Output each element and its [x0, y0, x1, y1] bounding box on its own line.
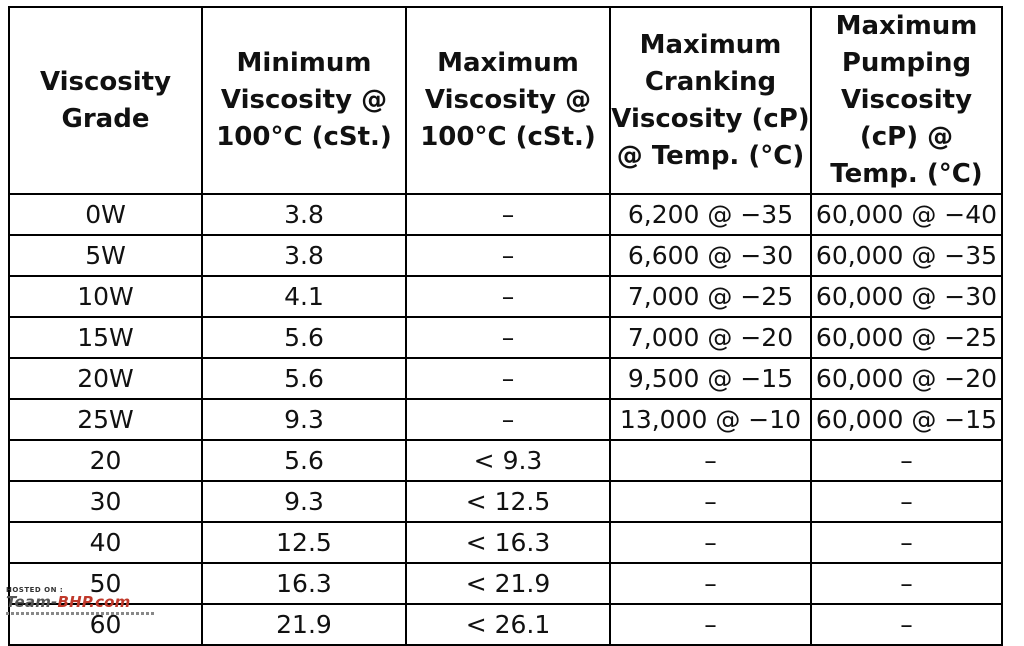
header-max-cranking-viscosity: Maximum Cranking Viscosity (cP) @ Temp. …	[609, 6, 812, 195]
cell-min-viscosity: 3.8	[201, 193, 407, 236]
cell-cranking: 7,000 @ −20	[609, 316, 812, 359]
table-row: 5W 3.8 – 6,600 @ −30 60,000 @ −35	[8, 234, 1003, 277]
cell-cranking: 6,200 @ −35	[609, 193, 812, 236]
cell-pumping: 60,000 @ −25	[810, 316, 1003, 359]
watermark-tagline-mark	[6, 612, 156, 615]
cell-pumping: –	[810, 603, 1003, 646]
table-row: 30 9.3 < 12.5 – –	[8, 480, 1003, 523]
cell-grade: 25W	[8, 398, 203, 441]
cell-grade: 40	[8, 521, 203, 564]
cell-grade: 15W	[8, 316, 203, 359]
cell-grade: 10W	[8, 275, 203, 318]
cell-min-viscosity: 3.8	[201, 234, 407, 277]
watermark-brand-prefix: Team-	[6, 593, 58, 611]
cell-min-viscosity: 9.3	[201, 398, 407, 441]
cell-min-viscosity: 12.5	[201, 521, 407, 564]
table-row: 20 5.6 < 9.3 – –	[8, 439, 1003, 482]
cell-max-viscosity: –	[405, 234, 611, 277]
cell-cranking: –	[609, 521, 812, 564]
cell-max-viscosity: –	[405, 316, 611, 359]
cell-cranking: 9,500 @ −15	[609, 357, 812, 400]
cell-max-viscosity: < 12.5	[405, 480, 611, 523]
cell-cranking: –	[609, 439, 812, 482]
table-row: 10W 4.1 – 7,000 @ −25 60,000 @ −30	[8, 275, 1003, 318]
cell-pumping: –	[810, 521, 1003, 564]
cell-cranking: 13,000 @ −10	[609, 398, 812, 441]
cell-pumping: 60,000 @ −15	[810, 398, 1003, 441]
cell-pumping: 60,000 @ −30	[810, 275, 1003, 318]
watermark-hosted-label: HOSTED ON :	[6, 586, 64, 594]
cell-cranking: –	[609, 562, 812, 605]
table-row: 40 12.5 < 16.3 – –	[8, 521, 1003, 564]
cell-min-viscosity: 9.3	[201, 480, 407, 523]
cell-pumping: –	[810, 562, 1003, 605]
cell-pumping: –	[810, 439, 1003, 482]
cell-min-viscosity: 5.6	[201, 357, 407, 400]
header-min-viscosity: Minimum Viscosity @ 100°C (cSt.)	[201, 6, 407, 195]
cell-max-viscosity: < 21.9	[405, 562, 611, 605]
cell-grade: 50	[8, 562, 203, 605]
cell-min-viscosity: 5.6	[201, 316, 407, 359]
cell-grade: 5W	[8, 234, 203, 277]
cell-max-viscosity: < 26.1	[405, 603, 611, 646]
table-row: 50 16.3 < 21.9 – –	[8, 562, 1003, 605]
cell-grade: 20W	[8, 357, 203, 400]
cell-min-viscosity: 5.6	[201, 439, 407, 482]
watermark-brand-suffix: BHP.com	[57, 593, 131, 611]
cell-cranking: –	[609, 603, 812, 646]
cell-pumping: 60,000 @ −40	[810, 193, 1003, 236]
cell-max-viscosity: < 16.3	[405, 521, 611, 564]
cell-cranking: 7,000 @ −25	[609, 275, 812, 318]
table-row: 0W 3.8 – 6,200 @ −35 60,000 @ −40	[8, 193, 1003, 236]
cell-pumping: 60,000 @ −35	[810, 234, 1003, 277]
cell-max-viscosity: –	[405, 193, 611, 236]
cell-grade: 30	[8, 480, 203, 523]
cell-max-viscosity: –	[405, 357, 611, 400]
cell-max-viscosity: < 9.3	[405, 439, 611, 482]
cell-cranking: 6,600 @ −30	[609, 234, 812, 277]
cell-min-viscosity: 16.3	[201, 562, 407, 605]
team-bhp-watermark: HOSTED ON : Team-BHP.com	[4, 586, 164, 616]
cell-min-viscosity: 4.1	[201, 275, 407, 318]
header-viscosity-grade: Viscosity Grade	[8, 6, 203, 195]
cell-grade: 0W	[8, 193, 203, 236]
cell-max-viscosity: –	[405, 398, 611, 441]
cell-max-viscosity: –	[405, 275, 611, 318]
cell-cranking: –	[609, 480, 812, 523]
header-max-viscosity: Maximum Viscosity @ 100°C (cSt.)	[405, 6, 611, 195]
cell-pumping: –	[810, 480, 1003, 523]
cell-pumping: 60,000 @ −20	[810, 357, 1003, 400]
header-row: Viscosity Grade Minimum Viscosity @ 100°…	[8, 6, 1003, 195]
table-row: 25W 9.3 – 13,000 @ −10 60,000 @ −15	[8, 398, 1003, 441]
watermark-logo: Team-BHP.com	[6, 593, 131, 611]
table-row: 15W 5.6 – 7,000 @ −20 60,000 @ −25	[8, 316, 1003, 359]
table-row: 20W 5.6 – 9,500 @ −15 60,000 @ −20	[8, 357, 1003, 400]
viscosity-grade-table: Viscosity Grade Minimum Viscosity @ 100°…	[8, 6, 1003, 646]
table-body: 0W 3.8 – 6,200 @ −35 60,000 @ −40 5W 3.8…	[8, 193, 1003, 646]
cell-min-viscosity: 21.9	[201, 603, 407, 646]
header-max-pumping-viscosity: Maximum Pumping Viscosity (cP) @ Temp. (…	[810, 6, 1003, 195]
cell-grade: 20	[8, 439, 203, 482]
